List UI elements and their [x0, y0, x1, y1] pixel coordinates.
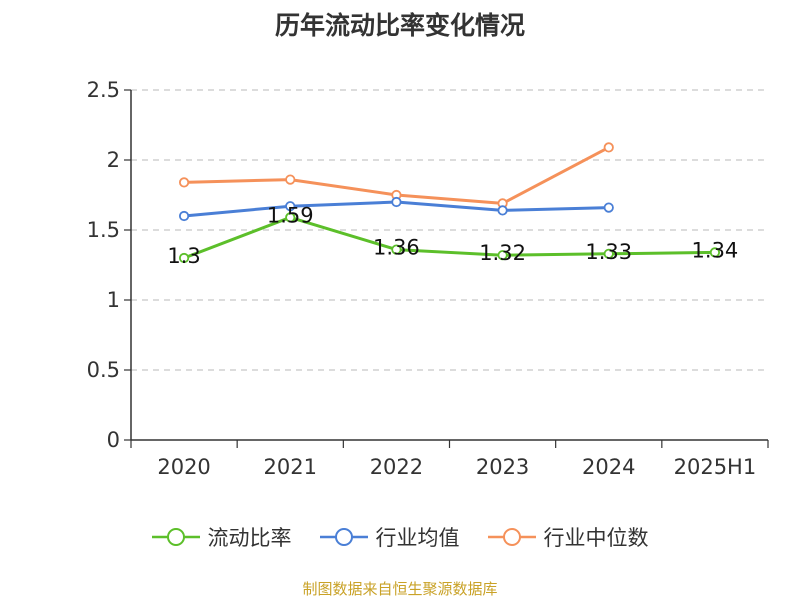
point-s2-2020: [178, 177, 190, 188]
point-s1-2022: [391, 196, 402, 208]
x-tick-label-2024: 2024: [582, 455, 635, 479]
x-tick-label-2020: 2020: [157, 455, 210, 479]
legend-swatch-icon: [487, 528, 536, 546]
data-label-2024: 1.33: [585, 240, 632, 264]
source-note: 制图数据来自恒生聚源数据库: [302, 580, 498, 598]
series-lines: [178, 142, 721, 264]
legend-swatch-icon: [319, 528, 368, 546]
legend-item-0[interactable]: 流动比率: [151, 522, 292, 552]
chart-title: 历年流动比率变化情况: [274, 11, 525, 40]
x-tick-label-2023: 2023: [476, 455, 529, 479]
legend-label: 流动比率: [207, 526, 292, 550]
y-tick-label-1: 0.5: [87, 358, 120, 382]
point-s1-2020: [178, 210, 190, 222]
point-s2-2021: [285, 174, 296, 185]
point-s0-2022: [391, 244, 402, 255]
data-label-2020: 1.3: [167, 244, 200, 268]
y-tick-label-4: 2: [107, 148, 120, 172]
grid-lines: [131, 89, 768, 371]
point-s0-2023: [497, 250, 508, 261]
legend-swatch-icon: [151, 528, 200, 546]
y-tick-label-2: 1: [107, 288, 120, 312]
data-label-2025h1: 1.34: [692, 238, 739, 262]
series-line-0: [183, 215, 715, 260]
x-tick-label-2025h1: 2025H1: [674, 455, 757, 479]
legend-label: 行业均值: [375, 526, 460, 550]
x-tick-label-2021: 2021: [264, 455, 317, 479]
data-label-2022: 1.36: [373, 236, 420, 260]
y-tick-label-0: 0: [107, 428, 120, 452]
data-label-2021: 1.59: [267, 203, 314, 227]
legend: 流动比率 行业均值 行业中位数: [0, 520, 800, 554]
x-tick-label-2022: 2022: [370, 455, 423, 479]
axes: 0 0.5 1 1.5 2 2.5 2020 2021 2022 2023 2024 2025H1: [87, 78, 769, 479]
point-s2-2024: [603, 142, 614, 153]
point-s0-2024: [603, 248, 614, 259]
point-s0-2021: [285, 212, 296, 223]
data-labels: 1.3 1.59 1.36 1.32 1.33 1.34: [167, 203, 738, 268]
point-s0-2025h1: [709, 247, 721, 258]
legend-item-1[interactable]: 行业均值: [319, 522, 460, 552]
legend-label: 行业中位数: [543, 526, 649, 550]
y-tick-label-3: 1.5: [87, 218, 120, 242]
data-label-2023: 1.32: [479, 241, 526, 265]
y-tick-label-5: 2.5: [87, 78, 120, 102]
legend-item-2[interactable]: 行业中位数: [487, 522, 649, 552]
point-s0-2020: [178, 252, 190, 264]
point-s1-2023: [497, 205, 508, 216]
point-s1-2024: [603, 202, 614, 213]
point-s1-2021: [285, 201, 296, 212]
